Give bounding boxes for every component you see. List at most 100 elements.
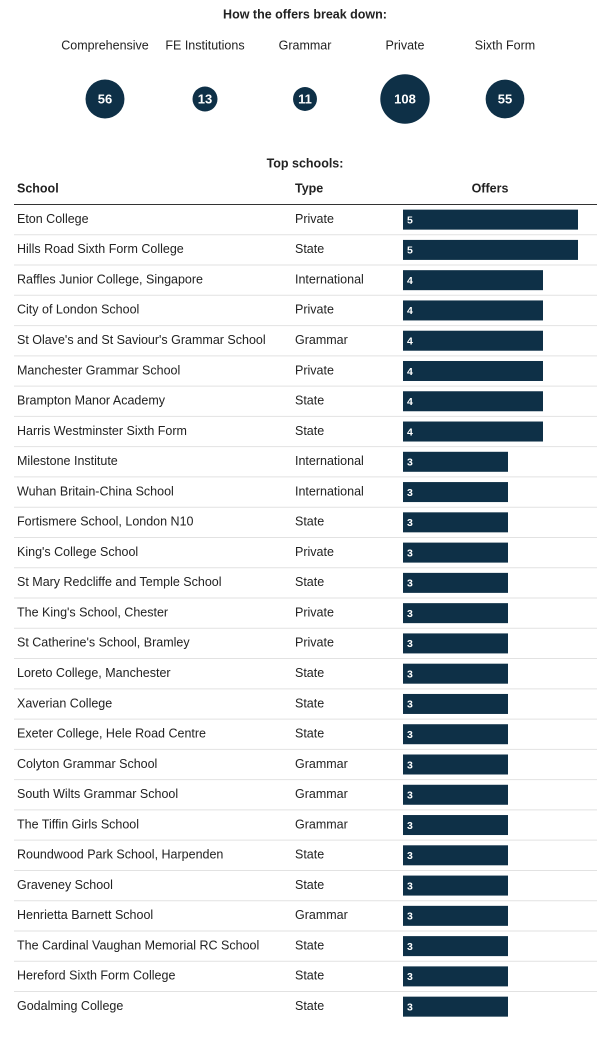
school-type: State xyxy=(295,969,324,983)
bubble-value: 55 xyxy=(498,91,512,106)
school-name: City of London School xyxy=(17,303,139,317)
school-type: International xyxy=(295,272,364,286)
school-name: Manchester Grammar School xyxy=(17,363,180,377)
offers-value: 3 xyxy=(407,790,413,802)
offers-value: 3 xyxy=(407,880,413,892)
offers-bar xyxy=(403,875,508,896)
offers-bar xyxy=(403,693,508,714)
bubble xyxy=(85,79,125,119)
offers-value: 4 xyxy=(407,366,413,378)
offers-value: 4 xyxy=(407,396,413,408)
bubble-value: 13 xyxy=(198,91,212,106)
offers-bar xyxy=(403,936,508,957)
offers-value: 4 xyxy=(407,426,413,438)
school-name: Xaverian College xyxy=(17,696,112,710)
school-name: The Tiffin Girls School xyxy=(17,817,139,831)
offers-bar xyxy=(403,905,508,926)
offers-value: 3 xyxy=(407,850,413,862)
school-name: Godalming College xyxy=(17,999,123,1013)
offers-bar xyxy=(403,391,543,412)
school-name: Colyton Grammar School xyxy=(17,757,157,771)
bubble xyxy=(192,86,218,112)
offers-value: 3 xyxy=(407,911,413,923)
school-type: State xyxy=(295,242,324,256)
school-name: Graveney School xyxy=(17,878,113,892)
school-type: Private xyxy=(295,212,334,226)
offers-bar xyxy=(403,360,543,381)
offers-bar xyxy=(403,815,508,836)
offers-value: 3 xyxy=(407,517,413,529)
offers-bar xyxy=(403,330,543,351)
offers-value: 3 xyxy=(407,578,413,590)
school-type: Grammar xyxy=(295,817,348,831)
offers-bar xyxy=(403,754,508,775)
category-label: Grammar xyxy=(279,38,332,52)
school-type: State xyxy=(295,575,324,589)
offers-bar xyxy=(403,451,508,472)
offers-bar xyxy=(403,724,508,745)
offers-value: 3 xyxy=(407,608,413,620)
offers-value: 4 xyxy=(407,335,413,347)
school-name: King's College School xyxy=(17,545,138,559)
school-type: Private xyxy=(295,636,334,650)
bubble xyxy=(380,74,430,124)
school-name: St Olave's and St Saviour's Grammar Scho… xyxy=(17,333,266,347)
school-name: Brampton Manor Academy xyxy=(17,394,166,408)
category-label: Comprehensive xyxy=(61,38,149,52)
offers-value: 3 xyxy=(407,729,413,741)
school-name: Wuhan Britain-China School xyxy=(17,484,174,498)
bubble-value: 108 xyxy=(394,91,416,106)
offers-value: 3 xyxy=(407,638,413,650)
school-type: State xyxy=(295,848,324,862)
school-type: Private xyxy=(295,363,334,377)
header-type: Type xyxy=(295,181,323,195)
school-name: Milestone Institute xyxy=(17,454,118,468)
school-name: The Cardinal Vaughan Memorial RC School xyxy=(17,938,259,952)
breakdown-title: How the offers break down: xyxy=(223,7,387,21)
bubble-value: 56 xyxy=(98,91,112,106)
offers-value: 3 xyxy=(407,971,413,983)
school-type: International xyxy=(295,484,364,498)
offers-bar xyxy=(403,603,508,624)
school-type: International xyxy=(295,454,364,468)
offers-value: 3 xyxy=(407,1001,413,1013)
school-type: Grammar xyxy=(295,333,348,347)
school-type: State xyxy=(295,424,324,438)
school-name: The King's School, Chester xyxy=(17,605,168,619)
school-name: Roundwood Park School, Harpenden xyxy=(17,848,223,862)
school-type: Private xyxy=(295,303,334,317)
offers-value: 4 xyxy=(407,305,413,317)
school-type: State xyxy=(295,878,324,892)
offers-bar xyxy=(403,209,578,230)
offers-bar xyxy=(403,542,508,563)
school-type: State xyxy=(295,696,324,710)
school-type: State xyxy=(295,938,324,952)
offers-bar xyxy=(403,572,508,593)
school-name: Fortismere School, London N10 xyxy=(17,515,194,529)
category-label: Private xyxy=(386,38,425,52)
school-name: Hereford Sixth Form College xyxy=(17,969,175,983)
offers-bar xyxy=(403,996,508,1017)
school-name: Harris Westminster Sixth Form xyxy=(17,424,187,438)
offers-bar xyxy=(403,421,543,442)
offers-bar xyxy=(403,663,508,684)
offers-bar xyxy=(403,300,543,321)
school-name: Raffles Junior College, Singapore xyxy=(17,272,203,286)
offers-bar xyxy=(403,966,508,987)
school-name: St Mary Redcliffe and Temple School xyxy=(17,575,222,589)
school-type: State xyxy=(295,515,324,529)
school-type: State xyxy=(295,394,324,408)
offers-value: 3 xyxy=(407,759,413,771)
table-title: Top schools: xyxy=(267,156,344,170)
category-label: FE Institutions xyxy=(165,38,244,52)
offers-value: 4 xyxy=(407,275,413,287)
offers-value: 3 xyxy=(407,820,413,832)
offers-value: 5 xyxy=(407,245,413,257)
offers-value: 3 xyxy=(407,457,413,469)
school-name: St Catherine's School, Bramley xyxy=(17,636,190,650)
school-type: State xyxy=(295,727,324,741)
offers-bar xyxy=(403,482,508,503)
school-type: Grammar xyxy=(295,908,348,922)
